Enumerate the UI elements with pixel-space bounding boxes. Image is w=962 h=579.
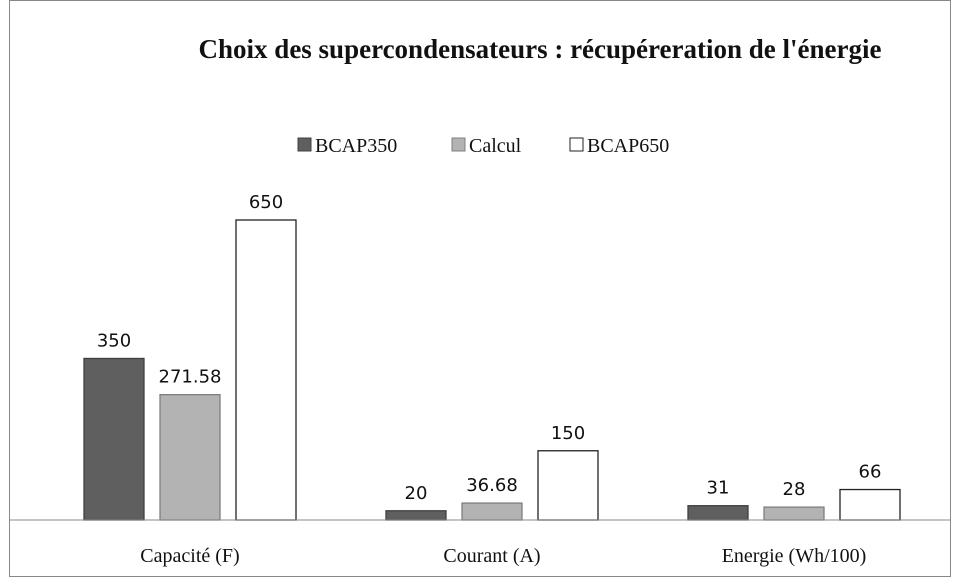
data-label: 271.58 xyxy=(159,367,222,388)
data-label: 66 xyxy=(859,462,882,483)
bar xyxy=(537,450,599,521)
chart-frame xyxy=(9,0,951,577)
data-label: 20 xyxy=(405,483,428,504)
bar xyxy=(763,506,825,521)
legend-swatch xyxy=(297,137,312,152)
data-label: 36.68 xyxy=(466,475,518,496)
bar xyxy=(385,510,447,521)
data-label: 650 xyxy=(249,192,283,213)
legend-label: BCAP350 xyxy=(315,135,397,157)
data-label: 150 xyxy=(551,423,585,444)
legend-label: BCAP650 xyxy=(587,135,669,157)
x-tick-label: Capacité (F) xyxy=(140,545,239,567)
legend-swatch xyxy=(451,137,466,152)
legend-label: Calcul xyxy=(469,135,522,157)
x-tick-label: Energie (Wh/100) xyxy=(722,545,867,567)
bar xyxy=(159,394,221,521)
data-label: 31 xyxy=(707,478,730,499)
chart-title: Choix des supercondensateurs : récupérer… xyxy=(198,34,882,64)
bar xyxy=(235,219,297,521)
x-tick-label: Courant (A) xyxy=(443,545,540,567)
bar xyxy=(839,488,901,521)
bar xyxy=(461,502,523,521)
data-label: 350 xyxy=(97,330,131,351)
legend-swatch xyxy=(569,137,584,152)
data-label: 28 xyxy=(783,479,806,500)
bar xyxy=(687,505,749,521)
bar xyxy=(83,357,145,521)
